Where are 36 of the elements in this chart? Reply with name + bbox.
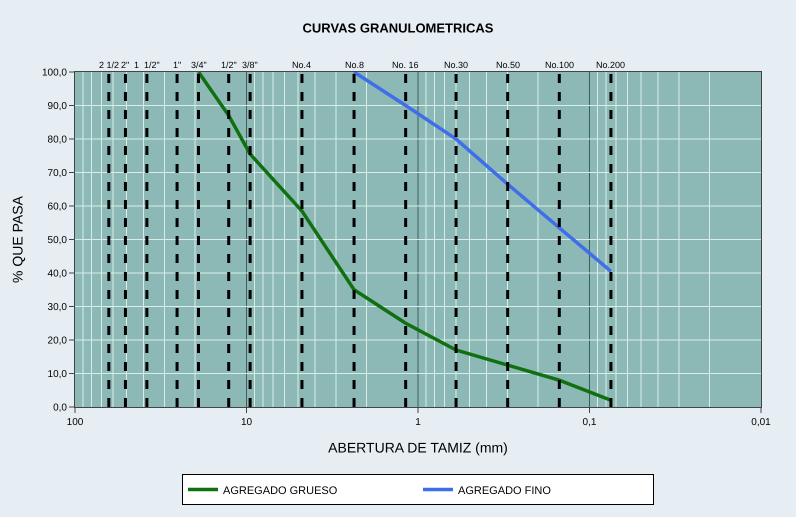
y-tick-label: 70,0: [48, 168, 68, 179]
x-axis-title: ABERTURA DE TAMIZ (mm): [328, 439, 508, 456]
legend-label: AGREGADO GRUESO: [223, 484, 338, 497]
text: No.30: [444, 60, 468, 70]
y-tick-label: 20,0: [48, 336, 68, 346]
y-tick-label: 90,0: [48, 101, 68, 112]
legend-label: AGREGADO FINO: [458, 484, 552, 497]
y-tick-label: 40,0: [48, 268, 68, 280]
y-tick-label: 60,0: [48, 202, 68, 212]
x-tick-label: 10: [240, 417, 252, 428]
y-tick-label: 80,0: [48, 134, 68, 146]
x-tick-label: 0,01: [751, 417, 772, 428]
text: 3/8": [242, 60, 258, 70]
text: No.8: [345, 60, 364, 70]
text: No.200: [596, 60, 626, 70]
x-tick-label: 100: [66, 417, 84, 428]
x-tick-label: 1: [415, 417, 422, 428]
text: 1 1/2": [134, 60, 160, 70]
text: No.100: [545, 60, 574, 70]
text: 2": [121, 60, 130, 70]
text: No.4: [292, 60, 312, 70]
text: No. 16: [392, 60, 419, 70]
x-tick-label: 0,1: [582, 417, 597, 428]
y-tick-label: 100,0: [42, 68, 68, 78]
text: 2 1/2: [99, 60, 120, 70]
y-tick-label: 0,0: [53, 402, 68, 414]
y-tick-label: 30,0: [48, 302, 68, 313]
text: 1/2": [221, 60, 237, 70]
line-series: [352, 72, 613, 274]
chart-title: CURVAS GRANULOMETRICAS: [302, 20, 494, 36]
text: 1": [173, 60, 182, 70]
y-tick-label: 50,0: [48, 235, 68, 246]
text: 3/4": [191, 60, 207, 70]
y-axis-title: % QUE PASA: [10, 195, 26, 283]
y-tick-label: 10,0: [48, 369, 68, 380]
text: No.50: [496, 60, 520, 70]
